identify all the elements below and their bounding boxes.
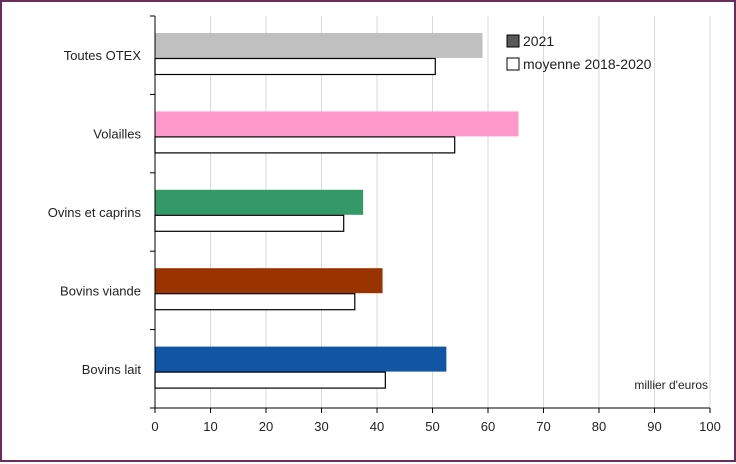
x-tick-label-90: 90	[647, 419, 661, 434]
x-tick-label-100: 100	[699, 419, 721, 434]
category-label-2: Ovins et caprins	[48, 205, 142, 220]
bar-2021-2	[155, 189, 364, 215]
bar-moyenne-1	[154, 136, 456, 154]
category-label-0: Toutes OTEX	[64, 48, 142, 63]
bars-group	[154, 33, 519, 389]
x-tick-label-30: 30	[314, 419, 328, 434]
bar-2021-3	[155, 268, 383, 294]
legend-label-moyenne: moyenne 2018-2020	[523, 56, 652, 72]
bar-moyenne-2	[154, 214, 345, 232]
unit-label: millier d'euros	[634, 378, 708, 392]
legend-swatch-moyenne	[506, 57, 520, 71]
legend-label-2021: 2021	[523, 33, 554, 49]
axes-group	[150, 15, 711, 413]
bar-2021-0	[155, 33, 483, 58]
x-tick-label-40: 40	[370, 419, 384, 434]
bar-moyenne-4	[154, 371, 386, 389]
category-labels: Toutes OTEX Volailles Ovins et caprins Bovi…	[48, 48, 142, 377]
x-tick-label-60: 60	[481, 419, 495, 434]
x-tick-label-50: 50	[425, 419, 439, 434]
x-tick-label-0: 0	[151, 419, 158, 434]
grid-lines	[210, 16, 711, 408]
x-tick-labels: 0 10 20 30 40 50 60 70 80 90 100	[151, 419, 720, 434]
category-label-4: Bovins lait	[82, 362, 142, 377]
legend: 2021 moyenne 2018-2020	[506, 33, 652, 72]
x-tick-label-20: 20	[259, 419, 273, 434]
category-label-1: Volailles	[93, 127, 141, 142]
category-label-3: Bovins viande	[60, 283, 141, 298]
x-tick-label-10: 10	[203, 419, 217, 434]
bar-moyenne-3	[154, 293, 356, 311]
x-tick-label-70: 70	[536, 419, 550, 434]
x-tick-label-80: 80	[592, 419, 606, 434]
bar-moyenne-0	[154, 57, 436, 76]
legend-swatch-2021	[506, 34, 520, 48]
bar-2021-1	[155, 111, 519, 137]
bar-2021-4	[155, 346, 447, 372]
